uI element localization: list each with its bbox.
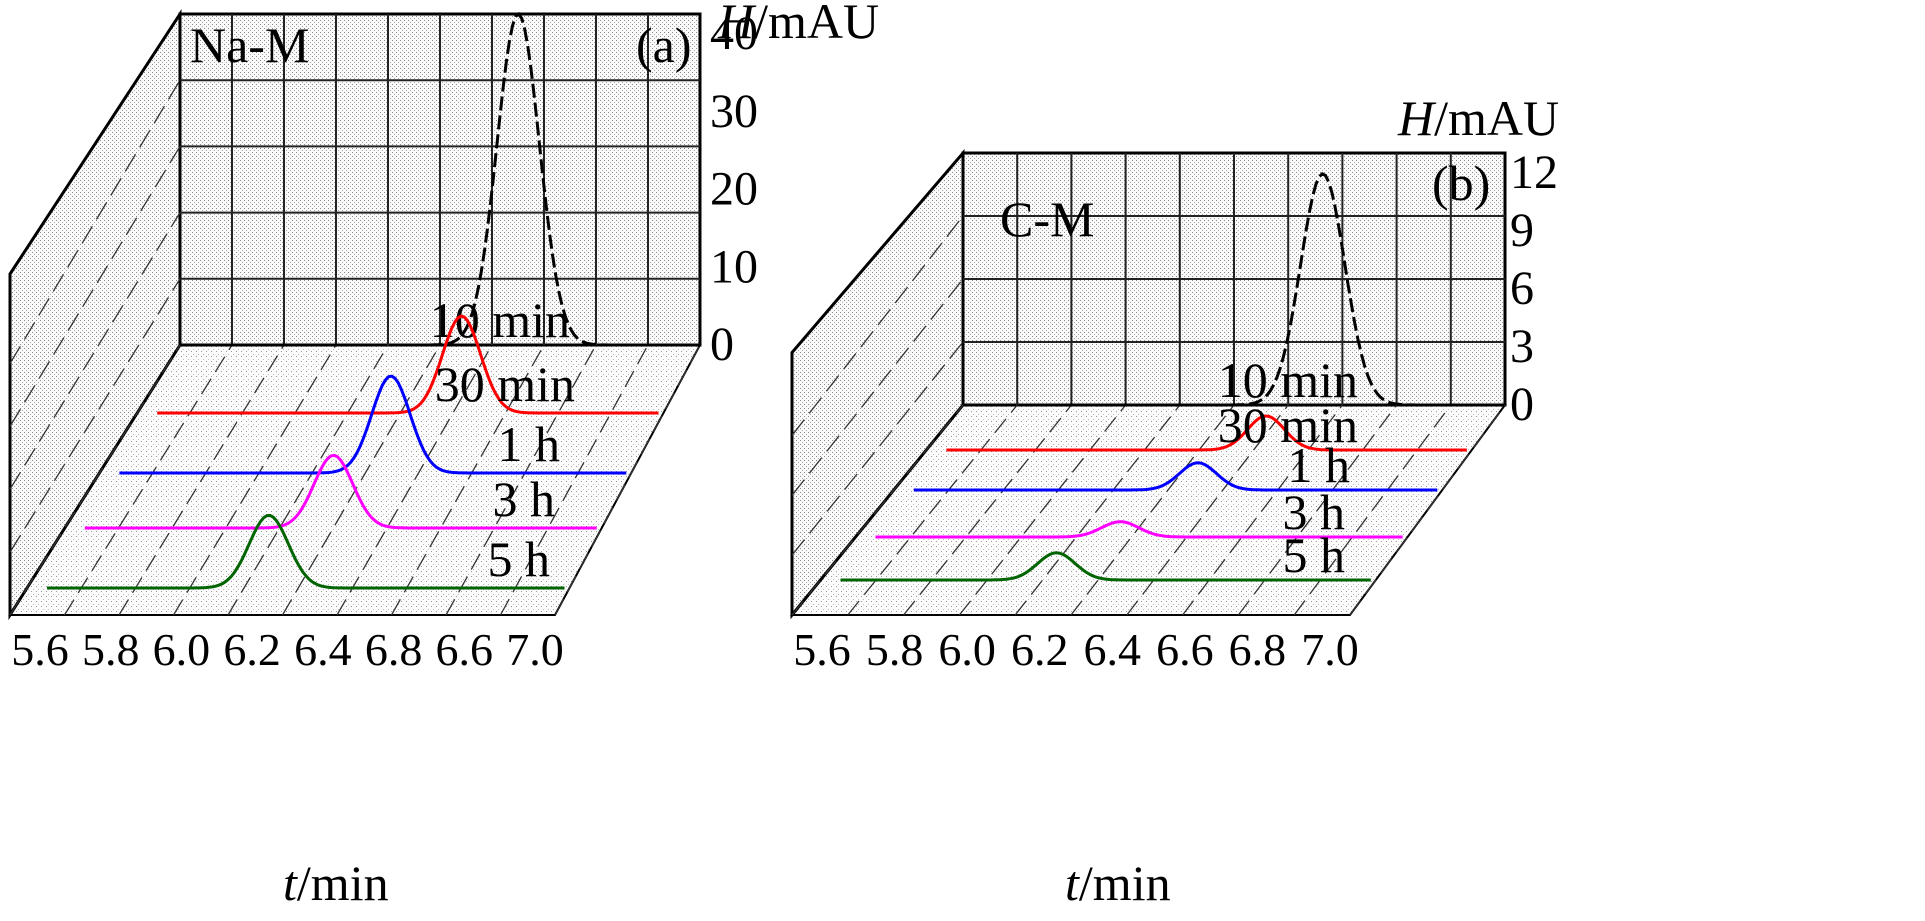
y-tick-label: 30 xyxy=(710,85,758,138)
x-axis-label: t/min xyxy=(283,855,389,911)
series-label: 3 h xyxy=(1283,484,1346,540)
y-tick-label: 0 xyxy=(710,318,734,371)
x-tick-label: 6.4 xyxy=(294,624,352,675)
x-axis-label: t/min xyxy=(1065,855,1171,911)
x-tick-label: 5.8 xyxy=(866,624,924,675)
series-label: 1 h xyxy=(498,416,561,472)
y-tick-label: 3 xyxy=(1510,320,1534,373)
floor-grid-line xyxy=(281,344,441,616)
floor-grid-line xyxy=(172,344,337,616)
floor-grid-line xyxy=(9,344,181,616)
sample-label: C-M xyxy=(1000,191,1094,247)
series-line xyxy=(946,414,1467,452)
series-label: 5 h xyxy=(1283,527,1346,583)
x-tick-label: 6.0 xyxy=(938,624,996,675)
x-axis-label-unit: /min xyxy=(1079,855,1171,911)
series-label: 30 min xyxy=(1218,397,1358,453)
floor-grid-line xyxy=(63,344,233,616)
floor-grid-line xyxy=(1014,404,1181,616)
series-line xyxy=(47,513,565,590)
series-line xyxy=(840,551,1371,582)
y-tick-label: 20 xyxy=(710,163,758,216)
y-axis-label: H/mAU xyxy=(1397,90,1559,146)
floor-grid-line xyxy=(847,404,1018,616)
floor-grid-line xyxy=(1126,404,1289,616)
x-tick-label: 6.2 xyxy=(1011,624,1069,675)
series-label: 10 min xyxy=(1218,352,1358,408)
panel-label: (b) xyxy=(1432,155,1490,211)
floor-grid-line xyxy=(1070,404,1235,616)
series-line xyxy=(913,461,1438,492)
y-tick-label: 40 xyxy=(710,7,758,60)
side-grid-line xyxy=(791,215,964,436)
x-axis-label-symbol: t xyxy=(283,855,298,911)
y-axis-label-unit: /mAU xyxy=(1434,90,1559,146)
floor-grid-line xyxy=(903,404,1072,616)
x-tick-label: 6.4 xyxy=(1084,624,1142,675)
sample-label: Na-M xyxy=(190,17,309,73)
x-tick-label: 5.6 xyxy=(793,624,851,675)
series-label: 5 h xyxy=(488,531,551,587)
y-tick-label: 10 xyxy=(710,240,758,293)
x-tick-label: 6.2 xyxy=(223,624,281,675)
y-axis-label: H/mAU xyxy=(717,0,879,49)
y-tick-label: 12 xyxy=(1510,146,1558,199)
series-line xyxy=(983,171,1500,407)
side-grid-line xyxy=(791,341,964,556)
side-grid-line xyxy=(9,278,181,553)
series-label: 30 min xyxy=(435,356,575,412)
floor-grid-line xyxy=(118,344,285,616)
x-tick-label: 5.6 xyxy=(11,624,69,675)
x-tick-label: 6.6 xyxy=(436,624,494,675)
x-axis-label-unit: /min xyxy=(297,855,389,911)
series-label: 1 h xyxy=(1288,437,1351,493)
side-grid-line xyxy=(9,212,181,490)
series-line xyxy=(119,374,627,475)
y-tick-label: 0 xyxy=(1510,378,1534,431)
y-tick-label: 6 xyxy=(1510,262,1534,315)
floor-grid-line xyxy=(227,344,389,616)
x-tick-label: 6.6 xyxy=(1156,624,1214,675)
x-tick-label: 7.0 xyxy=(1301,624,1359,675)
y-axis-label-unit: /mAU xyxy=(754,0,879,49)
x-tick-label: 6.8 xyxy=(365,624,423,675)
chart-panel-b: 5.6 5.8 6.0 6.2 6.4 6.6 6.8 7.0t/min036912H/mAU… xyxy=(789,90,1559,911)
y-axis-label-symbol: H xyxy=(1397,90,1437,146)
series-label: 3 h xyxy=(493,471,556,527)
panel-label: (a) xyxy=(636,17,692,73)
x-tick-label: 7.0 xyxy=(506,624,564,675)
series-label: 10 min xyxy=(430,292,570,348)
chart-panel-a: 5.6 5.8 6.0 6.2 6.4 6.8 6.6 7.0t/min010203040H/… xyxy=(8,0,879,911)
x-tick-label: 5.8 xyxy=(82,624,140,675)
floor-grid-line xyxy=(958,404,1127,616)
x-axis-label-symbol: t xyxy=(1065,855,1080,911)
floor-grid-line xyxy=(1349,404,1506,616)
side-grid-line xyxy=(791,278,964,496)
x-tick-label: 6.8 xyxy=(1229,624,1287,675)
y-axis-label-symbol: H xyxy=(717,0,757,49)
series-line xyxy=(84,453,597,530)
floor-grid-line xyxy=(791,404,964,616)
y-tick-label: 9 xyxy=(1510,204,1534,257)
series-line xyxy=(875,520,1403,539)
x-tick-label: 6.0 xyxy=(153,624,211,675)
